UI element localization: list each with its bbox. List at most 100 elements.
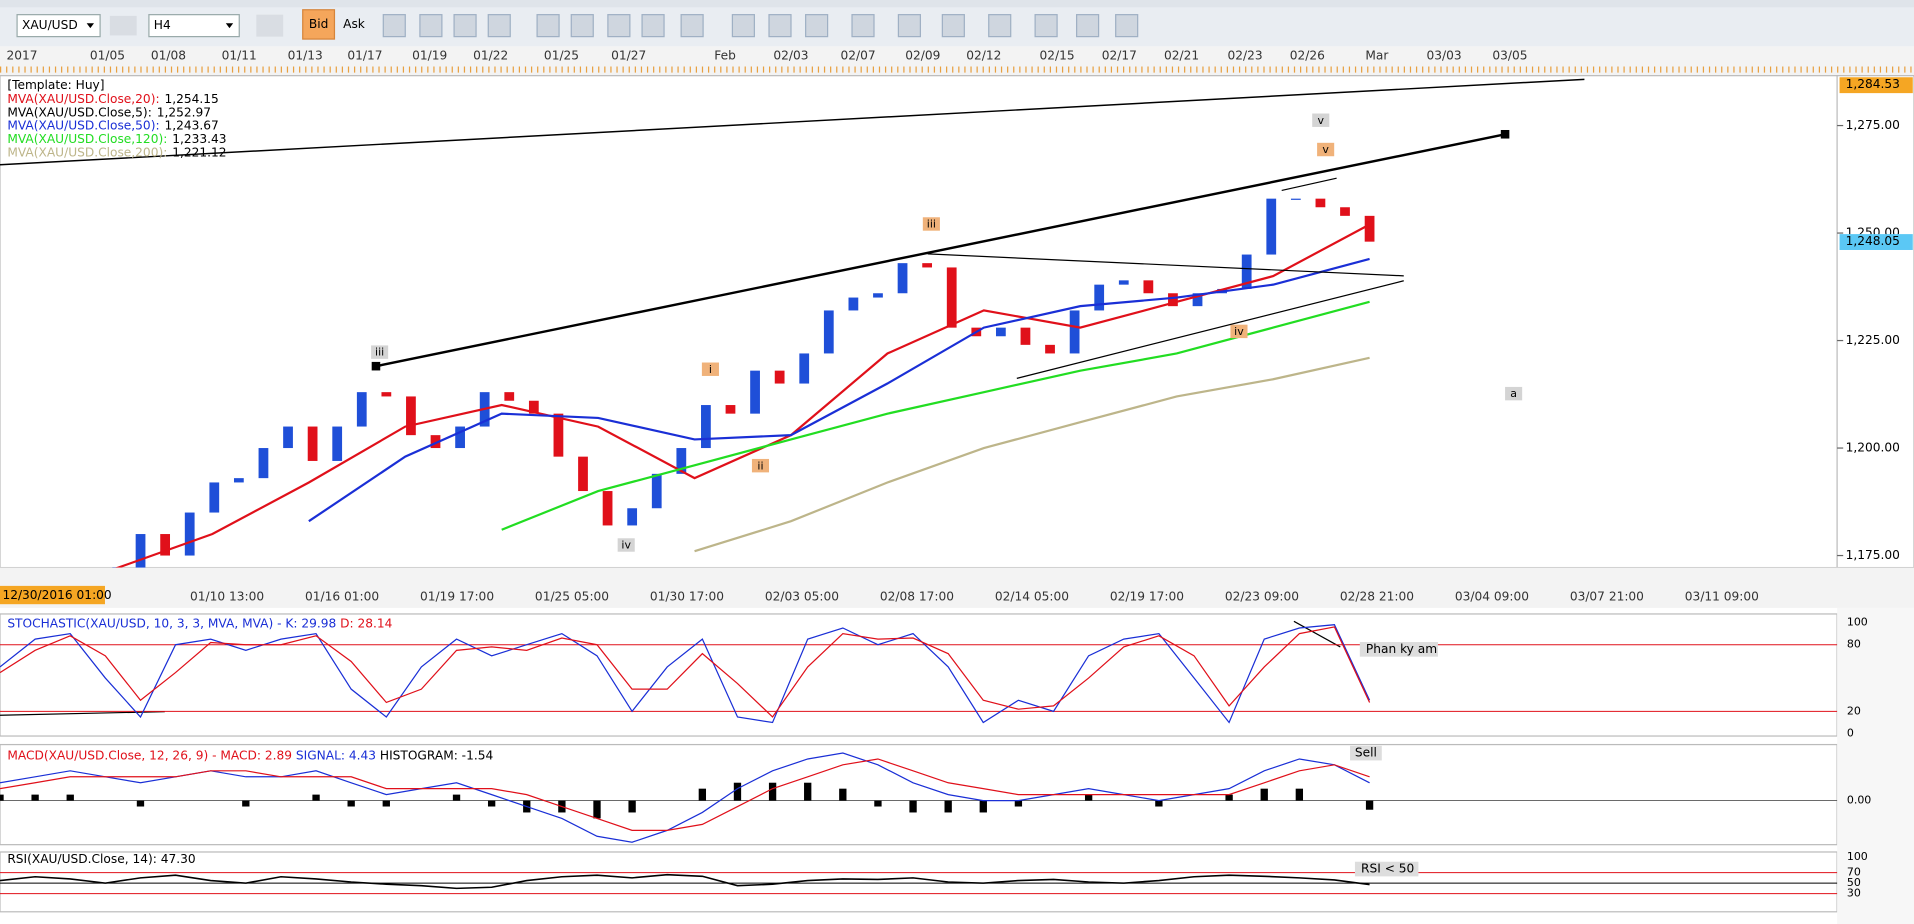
indicator-tick-label: 100 (1847, 850, 1868, 863)
date-label: 01/17 (347, 49, 382, 63)
wave-label: iii (927, 218, 936, 231)
icon[interactable] (1076, 14, 1100, 38)
icon[interactable] (382, 14, 406, 38)
date-label: 02/15 (1040, 49, 1075, 63)
histogram-bar (1225, 794, 1233, 801)
indicator-tick-label: 20 (1847, 704, 1861, 717)
icon[interactable] (988, 14, 1012, 38)
timeframe-select[interactable] (148, 14, 240, 38)
wave-box (1230, 324, 1248, 339)
candle (946, 267, 957, 328)
price-tick-label: 1,275.00 (1846, 118, 1900, 132)
candle (356, 392, 367, 427)
wave-box (751, 458, 770, 473)
icon[interactable] (1034, 14, 1058, 38)
date-label: 01/22 (473, 49, 508, 63)
indicator-tick-label: 30 (1847, 887, 1861, 900)
candle (676, 448, 687, 474)
candle (725, 405, 736, 414)
indicator-axis (1837, 607, 1914, 924)
signal-value: SIGNAL: 4.43 (296, 748, 376, 762)
date-label: 02/09 (905, 49, 940, 63)
time-label: 03/07 21:00 (1570, 589, 1644, 603)
candle (799, 353, 810, 384)
icon[interactable] (897, 14, 921, 38)
histogram-bar (909, 800, 917, 813)
price-tick-label: 1,225.00 (1846, 333, 1900, 347)
wave-box (1317, 142, 1335, 157)
bid-button[interactable] (302, 9, 336, 40)
time-label: 02/08 17:00 (880, 589, 954, 603)
icon[interactable] (419, 14, 443, 38)
date-ruler (0, 46, 1914, 76)
icon[interactable] (805, 14, 829, 38)
time-label: 01/10 13:00 (190, 589, 264, 603)
candle (381, 392, 392, 397)
price-axis (1836, 75, 1914, 569)
icon[interactable] (487, 14, 511, 38)
template: [Template: Huy] (7, 78, 104, 92)
icon[interactable] (109, 15, 137, 36)
legend-value: 1,252.97 (157, 105, 211, 119)
stoch-d: D: 28.14 (340, 616, 393, 630)
candle (897, 263, 908, 294)
candle (1168, 293, 1178, 307)
candle (1143, 280, 1154, 294)
candle (184, 512, 195, 556)
moving-average (501, 300, 1370, 531)
trendline (1016, 280, 1404, 379)
wave-label: v (1318, 114, 1325, 127)
histogram-bar (382, 800, 390, 807)
candle (528, 400, 539, 414)
price-plot: 1,275.001,250.001,225.001,200.001,175.00… (112, 77, 1913, 570)
trendline (1281, 177, 1337, 192)
price-tag (1839, 77, 1913, 94)
legend-value: 1,233.43 (172, 132, 226, 146)
time-label: 02/28 21:00 (1340, 589, 1414, 603)
date-label: 02/12 (966, 49, 1001, 63)
legend-value: 1,243.67 (164, 118, 218, 132)
icon[interactable] (768, 14, 792, 38)
candle (1045, 344, 1055, 354)
indicator-tick-label: 100 (1847, 616, 1868, 629)
histogram-bar (31, 794, 39, 801)
date-label: 01/08 (151, 49, 186, 63)
candle (848, 297, 859, 311)
icon[interactable] (1115, 14, 1139, 38)
candle (430, 435, 441, 449)
icon[interactable] (607, 14, 631, 38)
candle (307, 426, 318, 461)
icon[interactable] (731, 14, 755, 38)
time-label: 02/19 17:00 (1110, 589, 1184, 603)
icon[interactable] (641, 14, 665, 38)
candle (233, 478, 244, 483)
icon[interactable] (256, 14, 284, 37)
candle (283, 426, 293, 449)
icon[interactable] (941, 14, 965, 38)
date-label: 01/11 (222, 49, 257, 63)
candle (1364, 215, 1375, 242)
anchor (371, 361, 381, 371)
icon[interactable] (570, 14, 594, 38)
candle (750, 370, 760, 414)
icon[interactable] (536, 14, 560, 38)
ask-label[interactable]: Ask (343, 17, 366, 31)
icon[interactable] (680, 14, 704, 38)
icon[interactable] (851, 14, 875, 38)
time-label: 02/23 09:00 (1225, 589, 1299, 603)
candle (1020, 327, 1031, 345)
price-tag (1839, 234, 1913, 250)
symbol-select[interactable] (16, 14, 101, 38)
stochastic-line (0, 626, 1371, 718)
annotation-box (1350, 745, 1382, 761)
trendline (0, 78, 1585, 166)
wave-label: ii (757, 459, 763, 472)
wave-box (1312, 113, 1330, 127)
price-tick-label: 1,175.00 (1846, 548, 1900, 562)
trendlines (0, 78, 1585, 379)
histogram-bar (1365, 800, 1374, 810)
icon[interactable] (453, 14, 477, 38)
